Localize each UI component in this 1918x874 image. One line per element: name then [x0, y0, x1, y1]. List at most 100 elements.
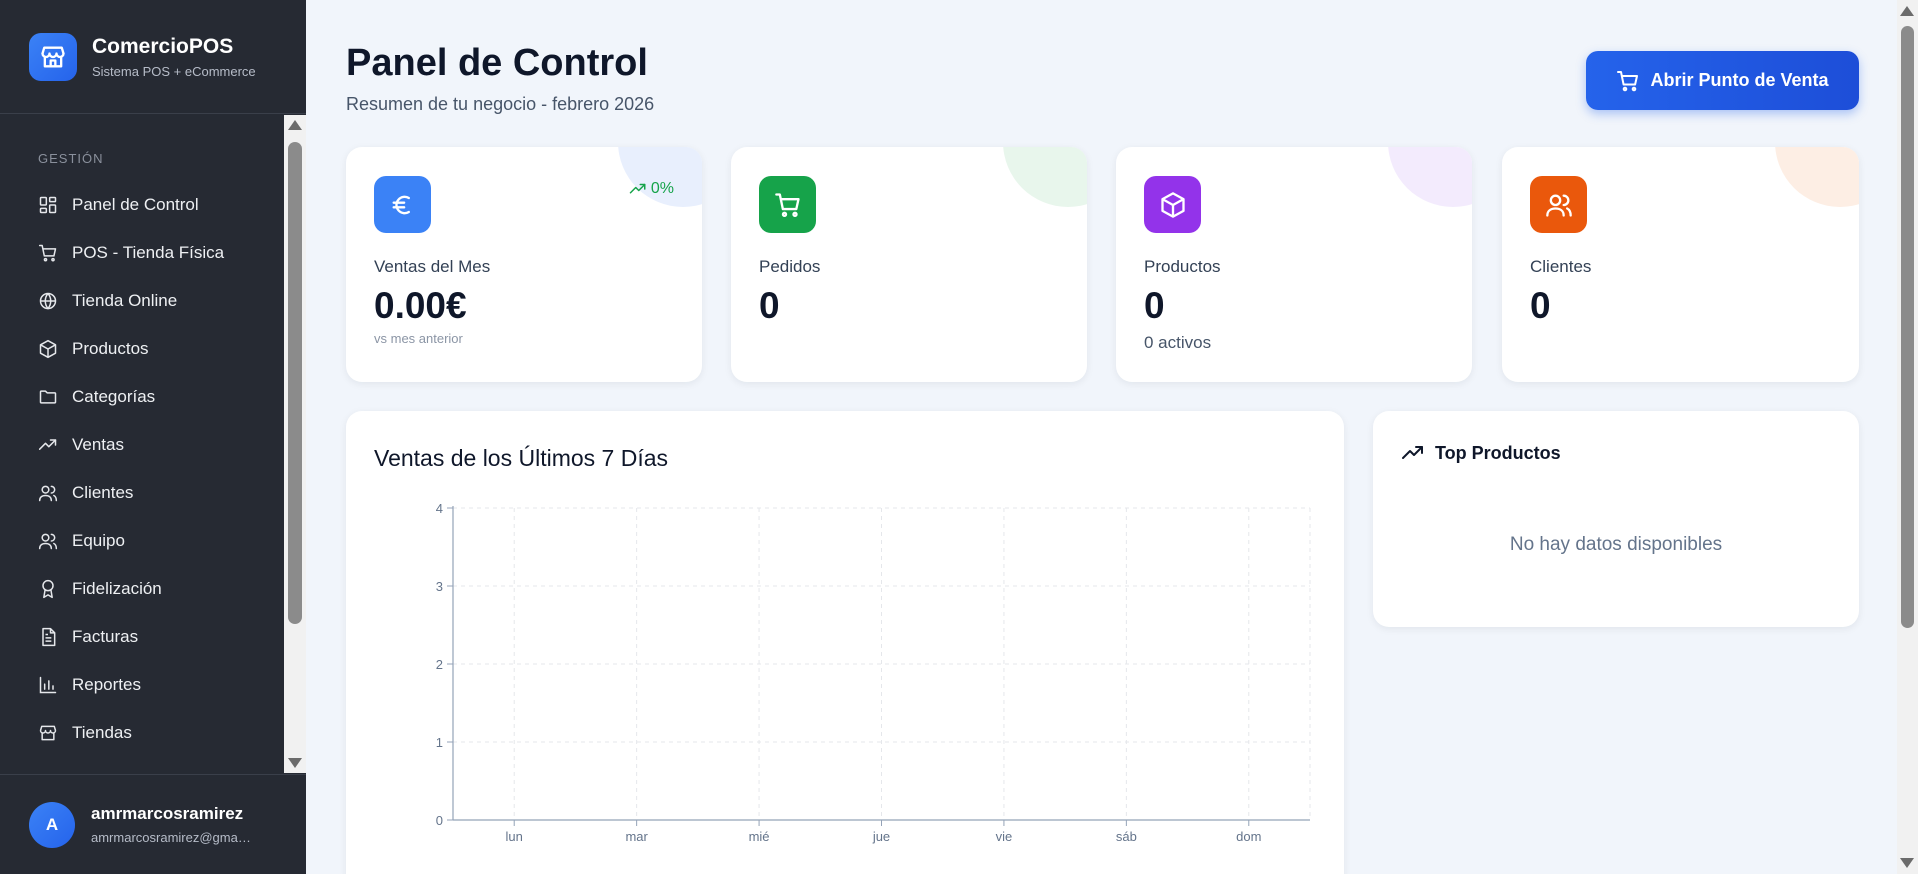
- sidebar-scrollbar[interactable]: [284, 115, 306, 773]
- store-icon: [29, 32, 77, 81]
- team-icon: [38, 533, 58, 550]
- y-tick-label: 1: [436, 735, 443, 750]
- stat-card-sales: 0% Ventas del Mes 0.00€ vs mes anterior: [346, 147, 702, 382]
- box-icon: [39, 339, 57, 359]
- brand-subtitle: Sistema POS + eCommerce: [92, 63, 256, 79]
- sidebar-scroll-thumb[interactable]: [288, 142, 302, 624]
- sidebar-item-label: Ventas: [72, 435, 124, 454]
- trend-value: 0%: [650, 180, 674, 197]
- x-tick-label: sáb: [1116, 829, 1137, 844]
- chart-title: Ventas de los Últimos 7 Días: [374, 445, 669, 471]
- scroll-up-arrow-icon[interactable]: [288, 120, 302, 130]
- trending-up-icon: [38, 439, 57, 450]
- stat-label: Pedidos: [759, 257, 821, 276]
- x-tick-label: mié: [749, 829, 770, 844]
- cart-icon: [759, 176, 816, 233]
- page-title: Panel de Control: [346, 42, 648, 84]
- stat-value: 0: [1530, 285, 1551, 326]
- card-decoration: [1003, 147, 1087, 207]
- sidebar-item-label: Equipo: [72, 531, 125, 550]
- users-icon: [1530, 176, 1587, 233]
- scroll-down-arrow-icon[interactable]: [288, 758, 302, 768]
- scroll-up-arrow-icon[interactable]: [1900, 6, 1914, 16]
- sidebar-item-label: Facturas: [72, 627, 139, 646]
- sidebar-item-invoices[interactable]: Facturas: [0, 613, 284, 661]
- sidebar-item-label: POS - Tienda Física: [72, 243, 225, 262]
- page-subtitle: Resumen de tu negocio - febrero 2026: [346, 94, 655, 114]
- bar-chart-icon: [39, 676, 57, 694]
- sidebar-item-products[interactable]: Productos: [0, 325, 284, 373]
- store-icon: [39, 725, 57, 741]
- sidebar-item-customers[interactable]: Clientes: [0, 469, 284, 517]
- user-email: amrmarcosramirez@gmail.com: [91, 830, 251, 845]
- brand-title: ComercioPOS: [92, 34, 234, 58]
- page-scrollbar[interactable]: [1897, 0, 1918, 874]
- x-tick-label: lun: [506, 829, 523, 844]
- stat-footnote: vs mes anterior: [374, 331, 463, 346]
- stat-value: 0: [759, 285, 780, 326]
- open-pos-label: Abrir Punto de Venta: [1650, 70, 1829, 90]
- sidebar-nav: GESTIÓN Panel de Control POS - Tienda Fí…: [0, 115, 284, 773]
- sidebar-item-label: Tienda Online: [72, 291, 178, 310]
- open-pos-button[interactable]: Abrir Punto de Venta: [1586, 51, 1859, 110]
- stat-value: 0: [1144, 285, 1165, 326]
- card-decoration: [618, 147, 702, 207]
- sidebar-item-pos[interactable]: POS - Tienda Física: [0, 229, 284, 277]
- y-tick-label: 4: [436, 501, 443, 516]
- user-profile[interactable]: A amrmarcosramirez amrmarcosramirez@gmai…: [0, 774, 306, 874]
- invoice-icon: [42, 627, 56, 647]
- stat-card-orders: Pedidos 0: [731, 147, 1087, 382]
- sidebar: ComercioPOS Sistema POS + eCommerce GEST…: [0, 0, 306, 874]
- sidebar-item-label: Categorías: [72, 387, 156, 406]
- scroll-down-arrow-icon[interactable]: [1900, 858, 1914, 868]
- sales-chart-card: Ventas de los Últimos 7 Días 0 1 2 3 4 lun mar…: [346, 411, 1344, 874]
- stat-value: 0.00€: [374, 285, 467, 326]
- x-tick-label: mar: [625, 829, 648, 844]
- nav-section-title: GESTIÓN: [38, 151, 104, 166]
- sidebar-item-label: Productos: [72, 339, 149, 358]
- sidebar-item-team[interactable]: Equipo: [0, 517, 284, 565]
- stat-card-products: Productos 0 0 activos: [1116, 147, 1472, 382]
- stat-label: Ventas del Mes: [374, 257, 491, 276]
- empty-state-text: No hay datos disponibles: [1509, 534, 1723, 555]
- sidebar-item-reports[interactable]: Reportes: [0, 661, 284, 709]
- cart-icon: [38, 244, 57, 262]
- sidebar-item-sales[interactable]: Ventas: [0, 421, 284, 469]
- avatar: A: [29, 801, 75, 848]
- card-decoration: [1388, 147, 1472, 207]
- sidebar-item-categories[interactable]: Categorías: [0, 373, 284, 421]
- sidebar-item-label: Fidelización: [72, 579, 162, 598]
- y-tick-label: 3: [436, 579, 443, 594]
- sidebar-item-stores[interactable]: Tiendas: [0, 709, 284, 757]
- top-products-title: Top Productos: [1401, 441, 1561, 465]
- sidebar-item-online-store[interactable]: Tienda Online: [0, 277, 284, 325]
- top-products-card: Top Productos No hay datos disponibles: [1373, 411, 1859, 627]
- x-tick-label: vie: [996, 829, 1013, 844]
- sales-line-chart: 0 1 2 3 4 lun mar mié jue vie sáb dom: [436, 501, 1311, 844]
- x-tick-label: dom: [1236, 829, 1261, 844]
- award-icon: [42, 579, 54, 599]
- sidebar-item-label: Tiendas: [72, 723, 132, 742]
- sidebar-item-label: Clientes: [72, 483, 134, 502]
- sidebar-item-label: Panel de Control: [72, 195, 199, 214]
- trending-up-icon: [629, 183, 646, 194]
- trend-indicator: 0%: [629, 180, 674, 198]
- user-name: amrmarcosramirez: [91, 804, 244, 823]
- stat-footnote: 0 activos: [1144, 333, 1212, 352]
- sidebar-item-panel[interactable]: Panel de Control: [0, 181, 284, 229]
- box-icon: [1144, 176, 1201, 233]
- top-products-label: Top Productos: [1435, 442, 1561, 463]
- page-scroll-thumb[interactable]: [1901, 26, 1914, 628]
- folder-icon: [39, 390, 57, 404]
- card-decoration: [1775, 147, 1859, 207]
- y-tick-label: 2: [436, 657, 443, 672]
- sidebar-item-loyalty[interactable]: Fidelización: [0, 565, 284, 613]
- stat-card-customers: Clientes 0: [1502, 147, 1859, 382]
- trending-up-icon: [1402, 446, 1423, 459]
- sidebar-item-label: Reportes: [72, 675, 141, 694]
- brand[interactable]: ComercioPOS Sistema POS + eCommerce: [0, 0, 306, 114]
- stat-label: Clientes: [1530, 257, 1592, 276]
- dashboard-icon: [39, 196, 57, 214]
- stat-label: Productos: [1144, 257, 1221, 276]
- cart-icon: [1617, 70, 1639, 91]
